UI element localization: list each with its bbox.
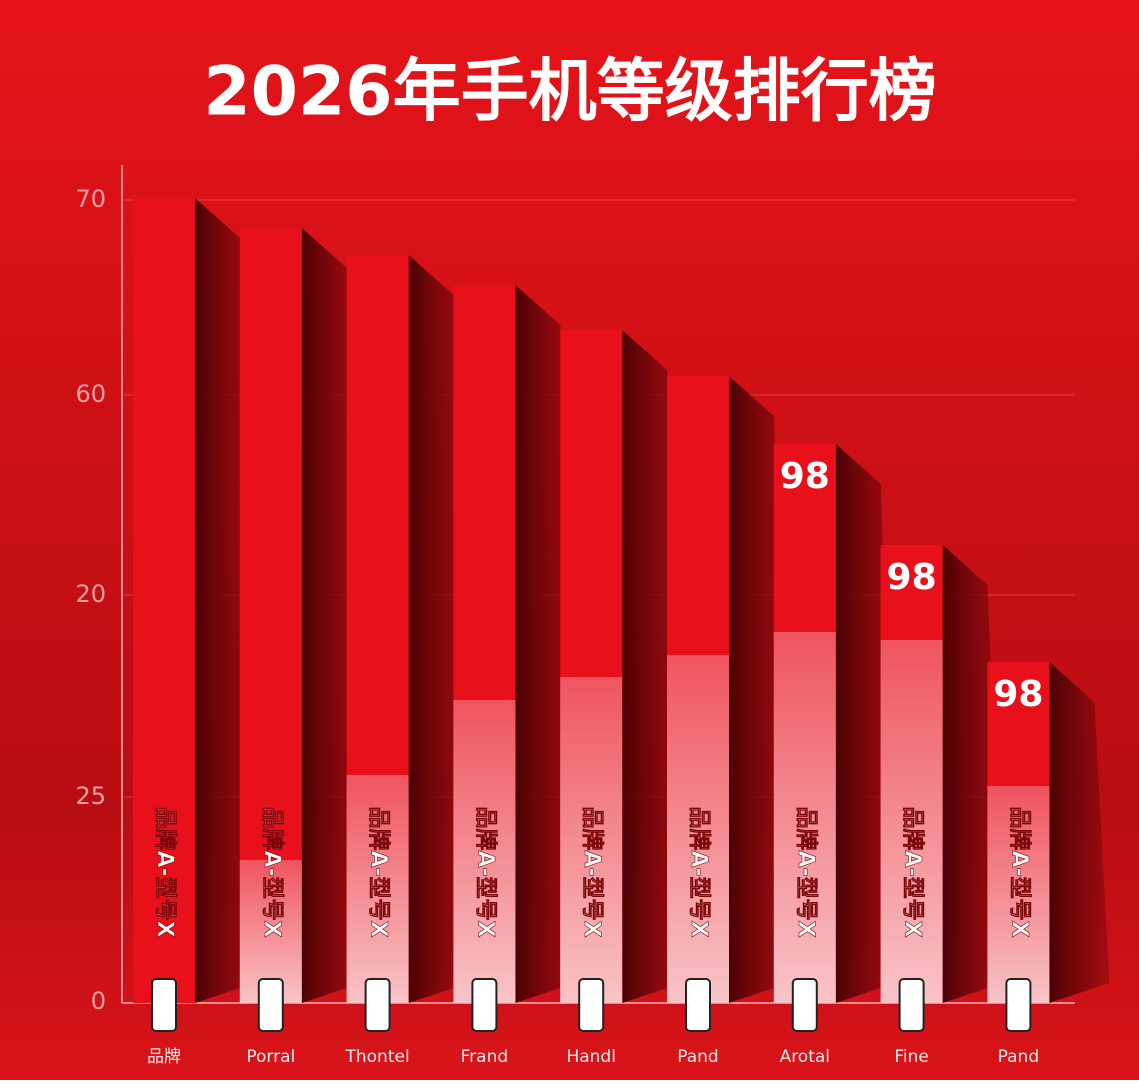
- bar-name: Handl: [566, 1047, 616, 1067]
- phone-icon: [791, 978, 818, 1032]
- phone-icon: [257, 978, 284, 1032]
- title: 2026年手机等级排行榜: [203, 53, 936, 132]
- bar-name: Fine: [894, 1047, 929, 1067]
- bar-highlight: [560, 677, 623, 1003]
- chart-area: 70 60 20 25 0 品牌A-型号X 品牌 品牌A-型号X Porral 品牌A-型号X Th…: [75, 185, 1110, 1067]
- bar-label: 品牌A-型号X: [152, 806, 178, 937]
- phone-icon: [471, 978, 498, 1032]
- bar-highlight: [880, 640, 943, 1003]
- bar-label: 品牌A-型号X: [472, 806, 498, 937]
- axis-label: 25: [75, 782, 106, 810]
- bar-name: Porral: [246, 1047, 295, 1067]
- bar-name: Pand: [998, 1047, 1039, 1067]
- phone-icon: [1005, 978, 1032, 1032]
- bar-name: Pand: [677, 1047, 718, 1067]
- bar-highlight: [987, 786, 1050, 1003]
- bar: [133, 198, 195, 1003]
- bar-label: 品牌A-型号X: [579, 806, 605, 937]
- value-label: 98: [887, 557, 937, 598]
- phone-icon: [151, 978, 177, 1032]
- value-label: 98: [993, 674, 1043, 715]
- bar-label: 品牌A-型号X: [1006, 806, 1032, 937]
- bar-highlight: [346, 775, 409, 1003]
- bar-name: Thontel: [345, 1047, 410, 1067]
- bar-label: 品牌A-型号X: [366, 806, 392, 937]
- bar-label: 品牌A-型号X: [686, 806, 712, 937]
- axis-label: 70: [75, 185, 106, 213]
- bar-name: 品牌: [147, 1047, 181, 1067]
- axis-label: 0: [91, 987, 106, 1015]
- bar-highlight: [667, 655, 729, 1003]
- axis-label: 20: [75, 580, 106, 608]
- bar-name: Frand: [461, 1047, 509, 1067]
- bar-name: Arotal: [780, 1047, 830, 1067]
- bar-side: [1049, 662, 1110, 1003]
- bar-label: 品牌A-型号X: [259, 806, 285, 937]
- phone-icon: [898, 978, 925, 1032]
- bar-highlight: [453, 700, 516, 1003]
- phone-icon: [685, 978, 711, 1032]
- phone-icon: [578, 978, 605, 1032]
- value-label: 98: [780, 456, 830, 497]
- axis-label: 60: [75, 380, 106, 408]
- bar-label: 品牌A-型号X: [793, 806, 819, 937]
- phone-icon: [364, 978, 391, 1032]
- bar-label: 品牌A-型号X: [900, 806, 926, 937]
- bar-highlight: [773, 632, 836, 1003]
